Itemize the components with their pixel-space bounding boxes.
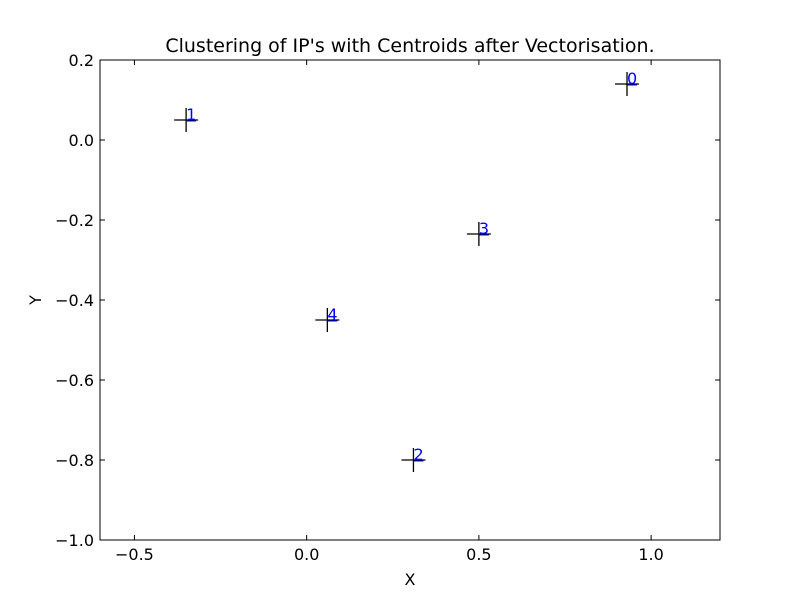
axis-ticks: −0.5 0.0 0.5 1.0 −1.0 −0.8 −0.6 −0.4 −0.2 0.0 0.2 xyxy=(55,51,720,564)
point-label: 4 xyxy=(327,305,337,324)
x-axis-label: X xyxy=(405,570,416,589)
x-tick-label: 0.0 xyxy=(294,545,319,564)
point-label: 1 xyxy=(186,105,196,124)
x-tick-label: 1.0 xyxy=(638,545,663,564)
data-point-2: 2 xyxy=(401,445,426,472)
point-label: 0 xyxy=(627,69,637,88)
y-tick-label: −0.2 xyxy=(55,211,94,230)
x-tick-label: −0.5 xyxy=(115,545,154,564)
x-tick-label: 0.5 xyxy=(466,545,491,564)
y-tick-label: 0.0 xyxy=(69,131,94,150)
y-axis-label: Y xyxy=(26,295,45,306)
data-point-4: 4 xyxy=(315,305,340,332)
plot-frame xyxy=(99,59,721,541)
y-tick-label: 0.2 xyxy=(69,51,94,70)
point-label: 2 xyxy=(413,445,423,464)
y-tick-label: −0.6 xyxy=(55,371,94,390)
data-point-3: 3 xyxy=(466,219,491,246)
data-point-1: 1 xyxy=(174,105,199,132)
data-points: 0 1 2 3 4 xyxy=(174,69,639,472)
y-tick-label: −0.8 xyxy=(55,451,94,470)
y-tick-label: −1.0 xyxy=(55,531,94,550)
data-point-0: 0 xyxy=(615,69,639,96)
chart-title: Clustering of IP's with Centroids after … xyxy=(165,35,654,57)
y-tick-label: −0.4 xyxy=(55,291,94,310)
point-label: 3 xyxy=(479,219,489,238)
